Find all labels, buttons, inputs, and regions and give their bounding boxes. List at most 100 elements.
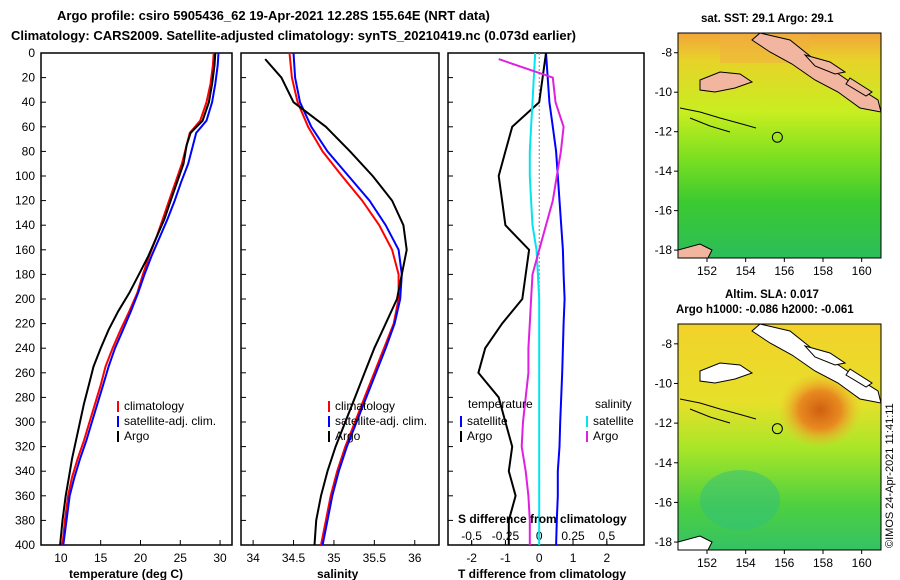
depth-tick-label: 400 [15, 538, 35, 552]
sla-map-title: Altim. SLA: 0.017 [725, 289, 819, 301]
x-tick-label: 25 [174, 551, 188, 565]
temperature-series [59, 52, 220, 546]
x-tick-label: -2 [466, 551, 477, 565]
map-lat-label: -12 [655, 416, 673, 430]
australia-land [678, 243, 713, 258]
map-lon-label: 160 [852, 264, 872, 278]
legend-climatology-swatch [117, 401, 119, 412]
depth-tick-label: 120 [15, 194, 35, 208]
map-lat-label: -16 [655, 204, 673, 218]
difference-series [477, 52, 566, 546]
s-diff-tick-label: -0.25 [492, 529, 520, 543]
series-climatology [288, 52, 400, 546]
depth-tick-label: 160 [15, 243, 35, 257]
map-lon-label: 152 [697, 264, 717, 278]
salinity-legend: climatology satellite-adj. clim. Argo [328, 399, 427, 443]
map-lat-label: -10 [655, 376, 673, 390]
sla-map-axes: 152 154 156 158 160 -8 -10 -12 -14 -16 -18 [655, 337, 872, 570]
sst-field [678, 33, 881, 258]
x-tick-label: 10 [54, 551, 68, 565]
map-lon-label: 160 [852, 556, 872, 570]
sst-map-axes: 152 154 156 158 160 -8 -10 -12 -14 -16 -18 [655, 46, 872, 278]
map-lon-label: 156 [774, 556, 794, 570]
depth-tick-label: 360 [15, 489, 35, 503]
australia-land [678, 535, 713, 550]
sst-map-frame [677, 32, 882, 259]
x-tick-label: 35 [327, 551, 341, 565]
x-tick-label: 34 [246, 551, 260, 565]
legend-argo: Argo [335, 429, 361, 443]
temperature-x-axis: 10 15 20 25 30 [54, 540, 227, 565]
legend-t-argo-swatch [460, 431, 462, 442]
depth-tick-label: 320 [15, 440, 35, 454]
legend-climatology-swatch [328, 401, 330, 412]
s-diff-tick-label: 0.5 [598, 529, 615, 543]
depth-tick-label: 40 [22, 95, 36, 109]
salinity-xlabel: salinity [317, 567, 359, 580]
solomon-islands-land [803, 54, 873, 97]
depth-axis: 0 20 40 60 80 100 120 140 160 180 200 220 240 260 280 3… [15, 46, 453, 552]
depth-tick-label: 140 [15, 218, 35, 232]
depth-tick-label: 280 [15, 390, 35, 404]
depth-tick-label: 300 [15, 415, 35, 429]
map-lon-label: 154 [736, 556, 756, 570]
legend-satellite: satellite-adj. clim. [124, 414, 216, 428]
argo-location-marker [771, 423, 783, 435]
depth-tick-label: 100 [15, 169, 35, 183]
depth-tick-label: 0 [28, 46, 35, 60]
depth-tick-label: 380 [15, 513, 35, 527]
legend-salinity-title: salinity [595, 397, 632, 411]
coast-outline [679, 107, 757, 133]
salinity-panel [240, 52, 440, 546]
depth-tick-label: 200 [15, 292, 35, 306]
map-lat-label: -18 [655, 535, 673, 549]
legend-climatology: climatology [124, 399, 184, 413]
x-tick-label: 1 [570, 551, 577, 565]
series-s-satellite [528, 52, 541, 545]
legend-t-satellite-swatch [460, 416, 462, 427]
map-lat-label: -12 [655, 125, 673, 139]
s-diff-tick-label: 0.25 [561, 529, 585, 543]
salinity-x-axis: 34 34.5 35 35.5 36 [246, 540, 422, 565]
x-tick-label: 34.5 [282, 551, 306, 565]
depth-tick-label: 340 [15, 464, 35, 478]
map-lat-label: -10 [655, 85, 673, 99]
series-s-argo [498, 58, 565, 545]
x-tick-label: 35.5 [363, 551, 387, 565]
sla-map [678, 324, 881, 550]
map-lat-label: -8 [661, 337, 672, 351]
salinity-series [264, 52, 408, 546]
salinity-difference-xlabel: S difference from climatology [458, 512, 627, 526]
series-satellite-adj-clim [292, 52, 403, 546]
series-satellite-adj-clim [62, 52, 220, 546]
x-tick-label: 15 [94, 551, 108, 565]
x-tick-label: 36 [408, 551, 422, 565]
legend-argo: Argo [124, 429, 150, 443]
map-lon-label: 154 [736, 264, 756, 278]
legend-satellite-swatch [117, 416, 119, 427]
sla-high-eddy [778, 372, 862, 448]
difference-panel [447, 52, 645, 546]
map-lat-label: -18 [655, 243, 673, 257]
x-tick-label: 20 [134, 551, 148, 565]
series-t-satellite [545, 52, 566, 546]
legend-satellite-swatch [328, 416, 330, 427]
depth-tick-label: 20 [22, 71, 36, 85]
map-lon-label: 152 [697, 556, 717, 570]
map-lon-label: 158 [813, 556, 833, 570]
map-lat-label: -8 [661, 46, 672, 60]
new-britain-land [699, 71, 754, 93]
map-lat-label: -14 [655, 164, 673, 178]
new-britain-land [699, 362, 754, 384]
series-climatology [61, 52, 215, 546]
difference-xlabel: T difference from climatology [458, 567, 626, 580]
depth-tick-label: 180 [15, 267, 35, 281]
s-diff-tick-label: -0.5 [461, 529, 482, 543]
sla-map-subtitle: Argo h1000: -0.086 h2000: -0.061 [676, 304, 854, 316]
map-lat-label: -16 [655, 495, 673, 509]
depth-tick-label: 60 [22, 120, 36, 134]
temperature-legend: climatology satellite-adj. clim. Argo [117, 399, 216, 443]
x-tick-label: -1 [500, 551, 511, 565]
map-lon-label: 158 [813, 264, 833, 278]
